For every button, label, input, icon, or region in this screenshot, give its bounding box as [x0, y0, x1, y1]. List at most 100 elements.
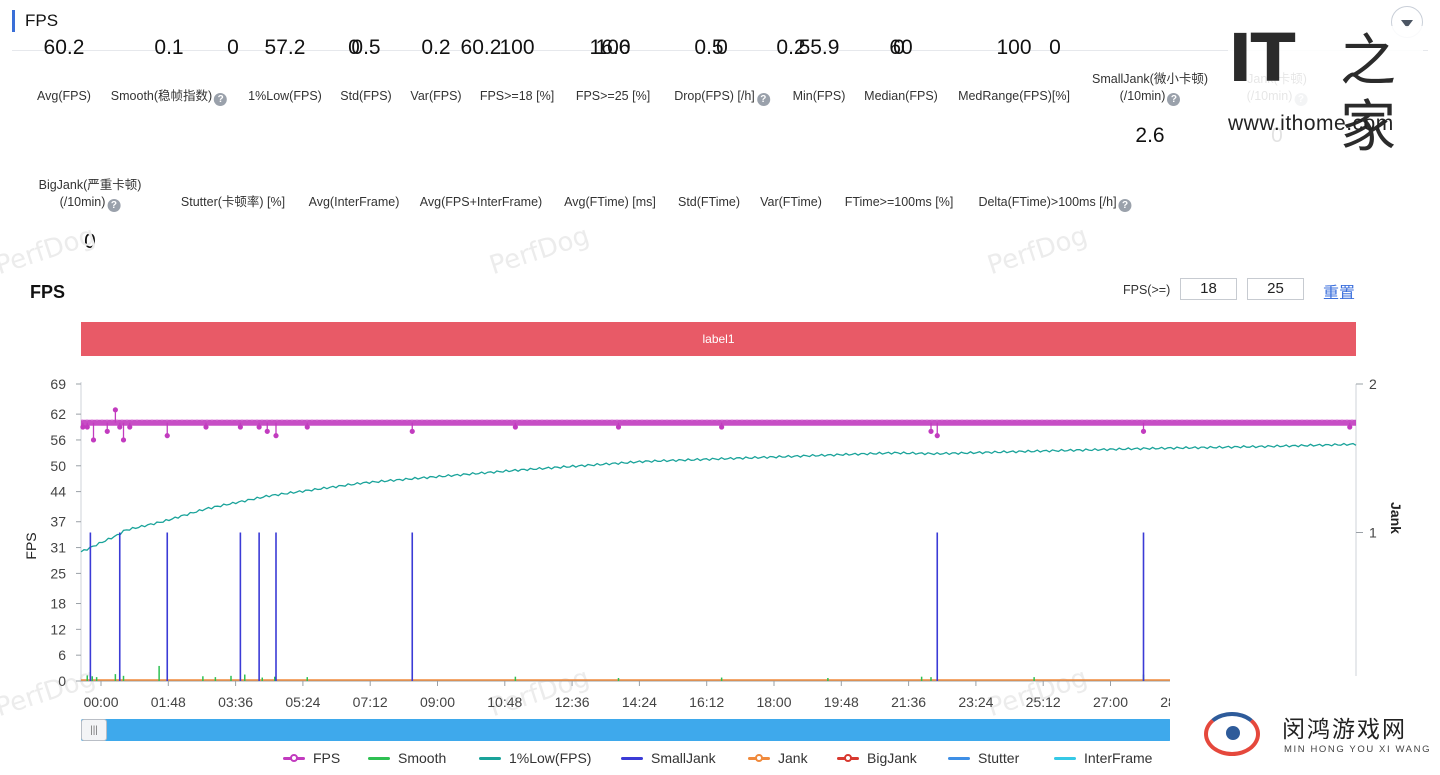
fps-point: [237, 424, 243, 430]
stat-label: Avg(FTime) [ms]: [564, 194, 656, 211]
stat-label: SmallJank(微小卡顿) (/10min)?: [1092, 71, 1208, 106]
help-icon[interactable]: ?: [214, 93, 228, 106]
stat-label: BigJank(严重卡顿) (/10min)?: [39, 177, 141, 212]
time-range-slider[interactable]: [81, 719, 1171, 741]
stat-value: 0: [1049, 36, 1061, 59]
watermark: PerfDog: [983, 220, 1092, 282]
stat-fps-25: FPS>=25 [%] 100: [576, 36, 650, 105]
help-icon[interactable]: ?: [1167, 93, 1181, 106]
reset-button[interactable]: 重置: [1323, 285, 1356, 302]
fps-point: [304, 424, 310, 430]
stat-label-text: Var(FTime): [760, 195, 822, 209]
stat-avg-fps-interframe: Avg(FPS+InterFrame) 60.2: [420, 36, 542, 211]
fps-point: [1347, 424, 1353, 430]
fps-chart[interactable]: 0612182531374450566269FPS012Jank00:0001:…: [0, 360, 1440, 720]
legend-marker: [479, 752, 501, 764]
legend-item[interactable]: Smooth: [368, 750, 446, 766]
stat-value: 60.2: [460, 36, 502, 59]
x-tick-label: 14:24: [622, 694, 657, 710]
gamepad-icon: [1204, 712, 1260, 756]
fps-point: [409, 428, 415, 434]
legend-label: Smooth: [398, 750, 447, 766]
legend-item[interactable]: Jank: [748, 750, 808, 766]
ithome-url: www.ithome.com: [1228, 112, 1394, 135]
label-band[interactable]: label1: [81, 322, 1356, 356]
fps-point: [104, 428, 110, 434]
fps-point: [80, 424, 86, 430]
x-tick-label: 25:12: [1026, 694, 1061, 710]
watermark: PerfDog: [485, 220, 594, 282]
minhong-name: 闵鸿游戏网: [1282, 716, 1407, 742]
stat-label-text: Avg(InterFrame): [308, 195, 400, 209]
y-axis-title: FPS: [23, 532, 39, 559]
stat-label-text: Std(FPS): [340, 89, 392, 103]
stat-value: 0: [84, 230, 96, 253]
stat-value: 0: [227, 36, 239, 59]
stat-label-text: Min(FPS): [792, 89, 846, 103]
legend-marker: [748, 752, 770, 764]
stat-label: FTime>=100ms [%]: [845, 194, 954, 211]
stat-label-text: SmallJank(微小卡顿): [1092, 72, 1208, 86]
legend-item[interactable]: Stutter: [948, 750, 1019, 766]
stat-label-text: Delta(FTime)>100ms [/h]: [978, 195, 1117, 209]
stat-value: 0: [893, 36, 905, 59]
stat-label: Median(FPS): [864, 88, 938, 105]
stat-var-fps: Var(FPS) 0.2: [410, 36, 461, 105]
fps-point: [273, 433, 279, 439]
stat-label: Delta(FTime)>100ms [/h]?: [978, 194, 1132, 212]
help-icon[interactable]: ?: [756, 93, 770, 106]
stat-label: Var(FTime): [760, 194, 822, 211]
legend-label: Jank: [778, 750, 808, 766]
x-tick-label: 23:24: [958, 694, 993, 710]
minhong-name-en: MIN HONG YOU XI WANG: [1284, 744, 1432, 755]
stat-smooth: Smooth(稳帧指数)? 0.1: [110, 36, 228, 106]
legend-marker: [837, 752, 859, 764]
legend-label: InterFrame: [1084, 750, 1153, 766]
y-tick-label: 31: [50, 540, 66, 556]
x-tick-label: 09:00: [420, 694, 455, 710]
stat-avg-interframe: Avg(InterFrame) 0: [308, 36, 400, 211]
y-tick-label: 6: [58, 647, 66, 663]
stat-fps-18: FPS>=18 [%] 100: [480, 36, 554, 105]
legend-item[interactable]: FPS: [283, 750, 340, 766]
stat-label-text: Smooth(稳帧指数): [110, 89, 213, 103]
help-icon[interactable]: ?: [1118, 199, 1132, 212]
x-tick-label: 16:12: [689, 694, 724, 710]
fps-point: [928, 428, 934, 434]
fps-threshold-input-1[interactable]: 18: [1180, 278, 1237, 300]
legend-label: Stutter: [978, 750, 1020, 766]
x-tick-label: 21:36: [891, 694, 926, 710]
x-tick-label: 19:48: [824, 694, 859, 710]
page-title: FPS: [12, 10, 58, 32]
stat-var-ftime: Var(FTime) 0.2: [760, 36, 822, 211]
legend-item[interactable]: SmallJank: [621, 750, 716, 766]
stat-label: Min(FPS): [793, 88, 846, 105]
fps-point: [127, 424, 133, 430]
stat-stutter: Stutter(卡顿率) [%] 0: [181, 36, 285, 211]
y-tick-label: 25: [50, 565, 66, 581]
y2-tick-label: 2: [1369, 376, 1377, 392]
fps-threshold-input-2[interactable]: 25: [1247, 278, 1304, 300]
stat-label: Drop(FPS) [/h]?: [674, 88, 770, 106]
stat-label: FPS>=25 [%]: [576, 88, 650, 105]
stat-value: 55.9: [798, 36, 840, 59]
stat-label: Smooth(稳帧指数)?: [110, 88, 228, 106]
x-tick-label: 07:12: [353, 694, 388, 710]
fps-point: [719, 424, 725, 430]
stat-avg-ftime-ms: Avg(FTime) [ms] 16.6: [564, 36, 656, 211]
stat-label-text: Std(FTime): [677, 195, 741, 209]
fps-point: [1140, 428, 1147, 434]
stat-label: Std(FTime): [678, 194, 740, 211]
stat-bigjank: BigJank(严重卡顿) (/10min)? 0: [39, 177, 142, 253]
legend-label: 1%Low(FPS): [509, 750, 592, 766]
legend-item[interactable]: InterFrame: [1054, 750, 1152, 766]
legend-label: BigJank: [867, 750, 917, 766]
legend-item[interactable]: BigJank: [837, 750, 917, 766]
legend-item[interactable]: 1%Low(FPS): [479, 750, 591, 766]
fps-point: [120, 437, 127, 443]
help-icon[interactable]: ?: [107, 199, 121, 212]
x-tick-label: 03:36: [218, 694, 253, 710]
stat-smalljank: SmallJank(微小卡顿) (/10min)? 2.6: [1092, 71, 1208, 147]
slider-handle[interactable]: |||: [81, 719, 107, 741]
watermark: PerfDog: [0, 220, 100, 282]
